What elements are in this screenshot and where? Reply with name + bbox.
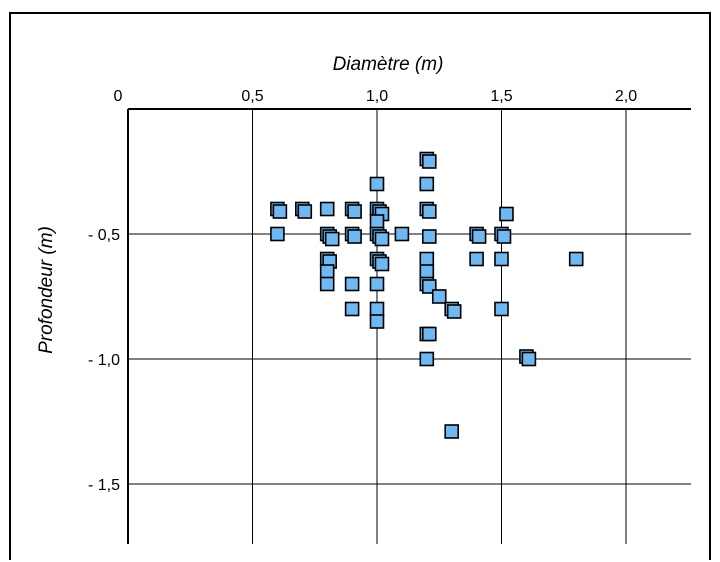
data-point <box>369 276 385 292</box>
data-point <box>471 229 487 244</box>
data-point <box>319 276 335 292</box>
data-point <box>297 204 313 219</box>
data-point <box>421 204 437 219</box>
y-tick-label: - 0,5 <box>88 227 120 244</box>
data-point <box>494 301 509 317</box>
data-point <box>374 231 390 247</box>
data-point <box>419 351 435 367</box>
data-point <box>469 251 484 267</box>
tick-labels: 0 0,5 1,0 1,5 2,0 - 0,5 - 1,0 - 1,5 <box>88 88 637 494</box>
data-point <box>421 229 437 244</box>
data-point <box>394 226 410 242</box>
data-points <box>270 151 584 439</box>
data-point <box>369 214 385 229</box>
data-point <box>369 176 385 192</box>
data-point <box>374 256 390 272</box>
data-point <box>431 289 447 304</box>
x-tick-label: 1,5 <box>490 88 512 105</box>
y-tick-label: - 1,5 <box>88 477 120 494</box>
data-point <box>421 154 437 169</box>
data-point <box>444 424 460 439</box>
data-point <box>568 251 584 267</box>
data-point <box>344 301 360 317</box>
y-axis-title: Profondeur (m) <box>36 226 57 354</box>
data-point <box>369 314 385 329</box>
data-point <box>319 201 335 217</box>
chart-frame <box>9 12 711 560</box>
data-point <box>521 351 537 367</box>
data-point <box>270 226 285 242</box>
data-point <box>496 229 512 244</box>
data-point <box>419 176 435 192</box>
axes <box>127 108 691 544</box>
data-point <box>272 204 288 219</box>
x-axis-title: Diamètre (m) <box>333 54 444 75</box>
data-point <box>344 276 360 292</box>
data-point <box>494 251 509 267</box>
x-tick-label: 0 <box>114 88 123 105</box>
data-point <box>419 251 435 267</box>
data-point <box>369 301 385 317</box>
data-point <box>324 231 340 247</box>
x-tick-label: 1,0 <box>366 88 388 105</box>
data-point <box>347 204 362 219</box>
data-point <box>319 264 335 279</box>
grid-lines <box>128 109 691 544</box>
data-point <box>347 229 362 244</box>
x-tick-label: 2,0 <box>615 88 637 105</box>
y-tick-label: - 1,0 <box>88 352 120 369</box>
x-tick-label: 0,5 <box>241 88 263 105</box>
data-point <box>446 304 462 319</box>
data-point <box>499 206 514 222</box>
data-point <box>419 264 435 279</box>
data-point <box>421 326 437 342</box>
